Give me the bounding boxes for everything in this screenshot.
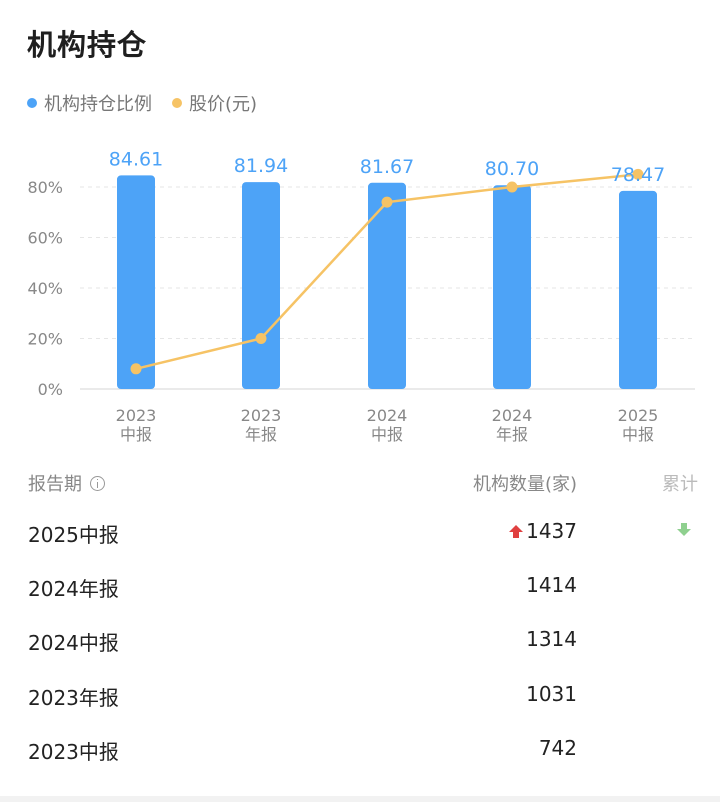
bar [242,182,280,389]
row-period: 2024中报 [28,631,119,655]
x-tick-label: 中报 [622,425,654,444]
row-period: 2023中报 [28,740,119,764]
bar [619,190,657,389]
y-tick-label: 40% [27,279,63,298]
price-point [632,168,644,180]
row-count-value: 1314 [526,627,577,651]
row-count: 1031 [526,682,577,706]
table-row[interactable]: 2023年报 1031 [0,670,720,724]
x-tick-label: 中报 [371,425,403,444]
price-point [381,196,393,208]
bar-value-label: 80.70 [485,158,539,180]
legend-label-holding-ratio: 机构持仓比例 [44,94,152,115]
x-tick-label: 2024 [367,406,408,425]
arrow-up-icon [509,524,524,538]
bar-value-label: 78.47 [611,164,665,186]
bar-value-label: 81.67 [360,156,414,178]
y-tick-label: 0% [38,380,63,399]
bar-value-label: 84.61 [109,148,163,170]
y-tick-label: 20% [27,330,63,349]
bar [368,182,406,389]
y-tick-label: 60% [27,229,63,248]
row-count-value: 742 [538,736,577,760]
info-icon[interactable] [90,475,105,491]
legend-dot-holding-ratio [27,98,37,108]
table-row[interactable]: 2025中报 1437 [0,507,720,561]
legend-dot-stock-price [172,98,182,108]
price-point [130,363,142,375]
x-tick-label: 年报 [496,425,528,444]
row-count-value: 1031 [526,682,577,706]
x-tick-label: 中报 [120,425,152,444]
table-row[interactable]: 2024中报 1314 [0,615,720,669]
table-header-period-label: 报告期 [28,474,82,495]
x-tick-label: 2024 [492,406,533,425]
row-count: 1414 [526,573,577,597]
legend-item-holding-ratio[interactable]: 机构持仓比例 [27,90,152,116]
row-count: 742 [539,736,577,760]
section-title: 机构持仓 [27,28,148,62]
x-tick-label: 2023 [116,406,157,425]
holding-chart: 0% 20% 40% 60% 80% 84.61 81.94 81.67 80.70 78.47 2… [27,148,695,444]
table-header-cumulative: 累计 [662,474,698,495]
row-count-value: 1437 [526,519,577,543]
table-header-period: 报告期 [28,470,105,496]
bar [117,175,155,389]
bar-value-label: 81.94 [234,155,288,177]
legend-item-stock-price[interactable]: 股价(元) [172,90,257,116]
table-header-count: 机构数量(家) [472,474,577,495]
bar [493,185,531,389]
x-tick-label: 2025 [618,406,659,425]
bottom-divider [0,796,720,802]
row-count: 1437 [509,519,577,543]
row-period: 2023年报 [28,686,119,710]
y-tick-label: 80% [27,178,63,197]
table-row[interactable]: 2023中报 742 [0,724,720,778]
row-period: 2024年报 [28,577,119,601]
x-tick-label: 2023 [241,406,282,425]
price-point [506,181,518,193]
legend-label-stock-price: 股价(元) [189,94,258,115]
row-count: 1314 [526,627,577,651]
table-row[interactable]: 2024年报 1414 [0,561,720,615]
price-point [255,333,267,344]
row-count-value: 1414 [526,573,577,597]
chart-legend: 机构持仓比例 股价(元) [27,90,277,116]
row-period: 2025中报 [28,523,119,547]
x-tick-label: 年报 [245,425,277,444]
